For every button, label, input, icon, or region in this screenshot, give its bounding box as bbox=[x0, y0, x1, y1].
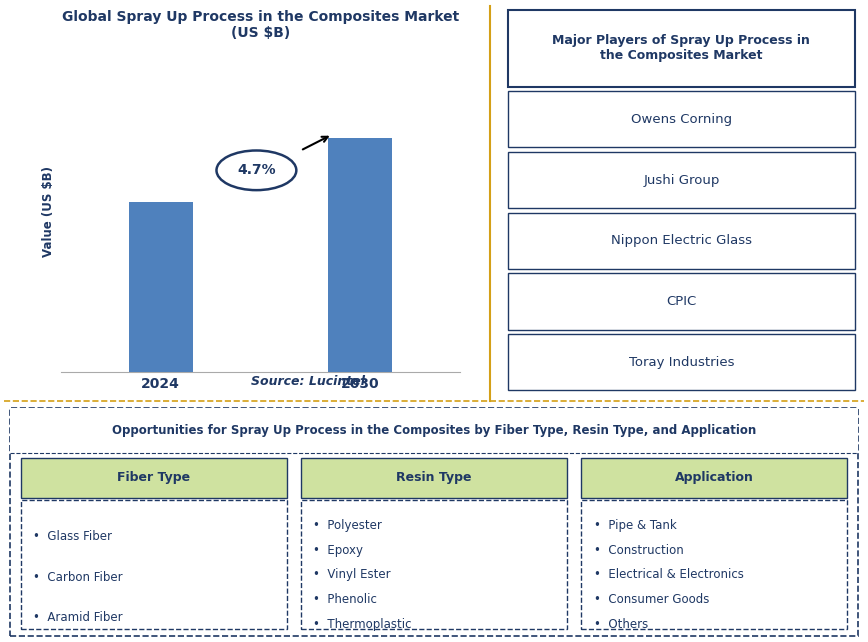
FancyBboxPatch shape bbox=[300, 500, 568, 629]
Text: 4.7%: 4.7% bbox=[237, 163, 276, 177]
Text: •  Aramid Fiber: • Aramid Fiber bbox=[33, 611, 123, 624]
FancyBboxPatch shape bbox=[508, 10, 855, 87]
Text: CPIC: CPIC bbox=[667, 295, 696, 308]
Text: Application: Application bbox=[674, 471, 753, 484]
Text: •  Glass Fiber: • Glass Fiber bbox=[33, 530, 112, 544]
Y-axis label: Value (US $B): Value (US $B) bbox=[43, 166, 56, 257]
Text: Opportunities for Spray Up Process in the Composites by Fiber Type, Resin Type, : Opportunities for Spray Up Process in th… bbox=[112, 424, 756, 437]
Text: •  Carbon Fiber: • Carbon Fiber bbox=[33, 571, 123, 584]
Text: Owens Corning: Owens Corning bbox=[631, 113, 732, 126]
FancyBboxPatch shape bbox=[508, 213, 855, 269]
Bar bbox=[328, 138, 392, 372]
Text: Jushi Group: Jushi Group bbox=[643, 173, 720, 187]
Text: Fiber Type: Fiber Type bbox=[117, 471, 190, 484]
Text: •  Vinyl Ester: • Vinyl Ester bbox=[313, 568, 391, 582]
FancyBboxPatch shape bbox=[581, 458, 847, 498]
Text: •  Electrical & Electronics: • Electrical & Electronics bbox=[594, 568, 743, 582]
Text: Toray Industries: Toray Industries bbox=[628, 356, 734, 369]
Text: Nippon Electric Glass: Nippon Electric Glass bbox=[611, 234, 752, 247]
Text: Source: Lucintel: Source: Lucintel bbox=[251, 376, 365, 388]
Text: Major Players of Spray Up Process in
the Composites Market: Major Players of Spray Up Process in the… bbox=[552, 34, 811, 62]
Text: •  Thermoplastic: • Thermoplastic bbox=[313, 618, 412, 631]
Text: Resin Type: Resin Type bbox=[397, 471, 471, 484]
FancyBboxPatch shape bbox=[508, 152, 855, 208]
FancyBboxPatch shape bbox=[508, 91, 855, 148]
Text: •  Pipe & Tank: • Pipe & Tank bbox=[594, 519, 676, 532]
Text: •  Polyester: • Polyester bbox=[313, 519, 382, 532]
FancyBboxPatch shape bbox=[581, 500, 847, 629]
Text: •  Epoxy: • Epoxy bbox=[313, 544, 364, 557]
FancyBboxPatch shape bbox=[10, 408, 858, 636]
Text: •  Construction: • Construction bbox=[594, 544, 683, 557]
Text: •  Phenolic: • Phenolic bbox=[313, 593, 378, 606]
Text: •  Others: • Others bbox=[594, 618, 648, 631]
Title: Global Spray Up Process in the Composites Market
(US $B): Global Spray Up Process in the Composite… bbox=[62, 10, 459, 40]
FancyBboxPatch shape bbox=[21, 458, 287, 498]
Text: •  Consumer Goods: • Consumer Goods bbox=[594, 593, 709, 606]
FancyBboxPatch shape bbox=[10, 408, 858, 453]
FancyBboxPatch shape bbox=[21, 500, 287, 629]
FancyBboxPatch shape bbox=[508, 273, 855, 329]
Bar bbox=[128, 202, 193, 372]
FancyBboxPatch shape bbox=[300, 458, 568, 498]
FancyBboxPatch shape bbox=[508, 334, 855, 390]
